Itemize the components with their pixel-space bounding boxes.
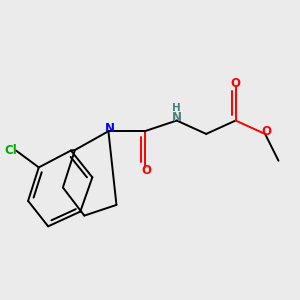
Text: N: N [105,122,115,134]
Text: O: O [231,77,241,90]
Text: O: O [261,125,272,138]
Text: Cl: Cl [4,144,17,157]
Text: O: O [141,164,151,177]
Text: H: H [172,103,181,113]
Text: N: N [172,111,182,124]
